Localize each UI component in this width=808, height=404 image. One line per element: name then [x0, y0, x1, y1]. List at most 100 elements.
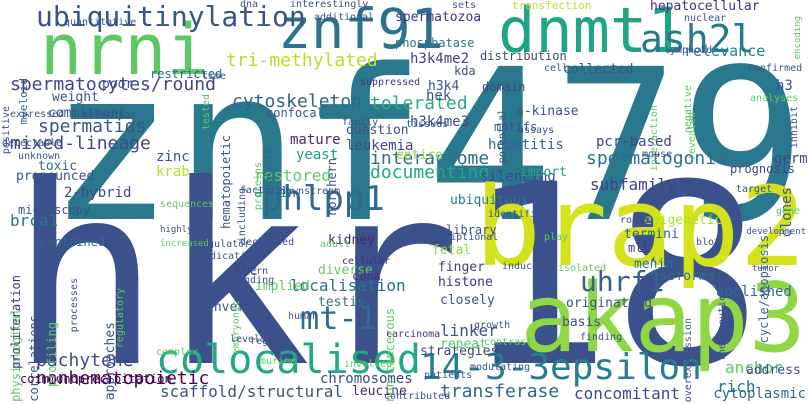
- cloud-word: spermatocytes/round: [10, 74, 216, 95]
- cloud-word: leukemia: [346, 138, 414, 154]
- cloud-word: quantitative: [64, 17, 137, 28]
- cloud-word: restored: [254, 166, 332, 185]
- cloud-word: highly: [160, 225, 193, 235]
- cloud-word: krab: [156, 164, 190, 180]
- cloud-word: akap3: [520, 264, 806, 374]
- cloud-word: negative: [683, 85, 694, 134]
- cloud-word: uhrf1: [580, 265, 665, 298]
- cloud-word: hek: [426, 88, 452, 104]
- cloud-word: sequences: [160, 199, 215, 210]
- cloud-word: molecular: [82, 110, 137, 121]
- cloud-word: decreased: [240, 237, 295, 248]
- cloud-word: termini: [624, 227, 679, 242]
- cloud-word: increased: [160, 239, 209, 249]
- cloud-word: mouse: [642, 149, 673, 160]
- cloud-word: finger: [438, 260, 485, 275]
- cloud-word: interestingly: [290, 0, 369, 10]
- cloud-word: linker: [440, 321, 498, 340]
- cloud-word: blot: [696, 237, 721, 248]
- cloud-word: coimmunoprecipitation: [20, 372, 172, 386]
- cloud-word: leucine: [352, 384, 407, 399]
- cloud-word: closely: [440, 293, 495, 308]
- cloud-word: relevance: [684, 42, 766, 60]
- cloud-word: originating: [566, 296, 653, 311]
- cloud-word: sets: [452, 0, 477, 11]
- cloud-word: rich: [717, 377, 756, 396]
- cloud-word: transfection: [512, 0, 592, 12]
- cloud-word: pronounced: [16, 169, 95, 184]
- cloud-word: colocalised: [156, 337, 421, 383]
- cloud-word: cellular: [342, 256, 391, 267]
- cloud-word: weight: [52, 90, 99, 105]
- cloud-word: kidney: [328, 233, 375, 248]
- cloud-word: yeast: [296, 147, 339, 163]
- cloud-word: address: [746, 363, 801, 378]
- cloud-word: region: [250, 336, 287, 347]
- cloud-word: target: [736, 184, 773, 195]
- cloud-word: including: [237, 188, 248, 243]
- cloud-word: implied: [255, 279, 310, 294]
- cloud-word: identified: [488, 209, 549, 220]
- cloud-word: cytoplasmic: [713, 386, 806, 402]
- cloud-word: non-cancerous: [383, 308, 397, 402]
- cloud-word: confirmed: [748, 63, 803, 74]
- cloud-word: suppressed: [360, 77, 421, 88]
- cloud-word: zinc: [156, 149, 190, 165]
- cloud-word: anchor: [725, 358, 783, 377]
- cloud-word: unknown: [18, 151, 61, 162]
- cloud-word: hkr18: [10, 131, 763, 404]
- cloud-word: overexpression: [683, 317, 694, 402]
- cloud-word: actin: [254, 185, 297, 201]
- cloud-word: question: [346, 123, 409, 138]
- cloud-word: germ: [774, 151, 808, 167]
- cloud-word: h3k4me2: [410, 51, 470, 67]
- cloud-word: pachytene: [36, 350, 134, 371]
- cloud-word: testis: [318, 295, 365, 310]
- cloud-word: mixed-lineage: [10, 133, 151, 154]
- cloud-word: encoding: [793, 16, 803, 60]
- cloud-word: regulator: [196, 239, 251, 250]
- cloud-word: carcinoma: [386, 329, 441, 340]
- cloud-word: contributed: [384, 391, 451, 402]
- cloud-word: mt-1: [300, 299, 378, 337]
- cloud-word: diverse: [318, 263, 373, 278]
- cloud-word: h3k4: [428, 79, 460, 94]
- cloud-word: spermatozoa: [395, 10, 482, 25]
- cloud-word: transferase: [440, 381, 560, 402]
- cloud-word: basis: [562, 315, 602, 330]
- cloud-word: silencing: [480, 169, 556, 185]
- cloud-word: 2-hybrid: [64, 185, 132, 201]
- cloud-word: lymphoid: [664, 45, 713, 56]
- cloud-word: cycle/apoptosis: [757, 235, 771, 344]
- cloud-word: ash2l: [640, 17, 755, 61]
- cloud-word: distribution: [480, 49, 567, 63]
- cloud-word: tissues: [406, 119, 449, 130]
- cloud-word: tumor: [752, 264, 780, 274]
- cloud-word: documenting: [370, 162, 490, 183]
- cloud-word: tested: [201, 94, 212, 131]
- cloud-word: assays: [518, 125, 555, 136]
- cloud-word: mll: [628, 241, 650, 255]
- cloud-word: pattern: [226, 266, 269, 277]
- cloud-word: hepatitis: [488, 137, 564, 153]
- cloud-word: factors: [240, 185, 283, 196]
- cloud-word: patients: [424, 370, 473, 381]
- cloud-word: nuclear: [684, 13, 727, 24]
- cloud-word: correlations: [27, 315, 41, 402]
- cloud-word: potential: [497, 109, 508, 164]
- cloud-word: processes: [69, 278, 80, 333]
- cloud-word: dnmt1: [498, 0, 685, 67]
- cloud-word: nonhematopoietic: [36, 368, 210, 389]
- cloud-word: modulating: [470, 362, 531, 373]
- cloud-word: hcc: [234, 264, 258, 279]
- cloud-word: confocal: [266, 106, 324, 120]
- cloud-word: znf91: [278, 0, 444, 61]
- cloud-word: contained: [40, 235, 106, 249]
- cloud-word: cdna: [352, 269, 381, 283]
- cloud-word: indicating: [198, 251, 259, 262]
- cloud-word: hematopoietic: [219, 135, 233, 229]
- cloud-word: commitment: [48, 106, 127, 121]
- cloud-word: pcr-based: [596, 134, 672, 150]
- cloud-word: kda: [454, 64, 476, 78]
